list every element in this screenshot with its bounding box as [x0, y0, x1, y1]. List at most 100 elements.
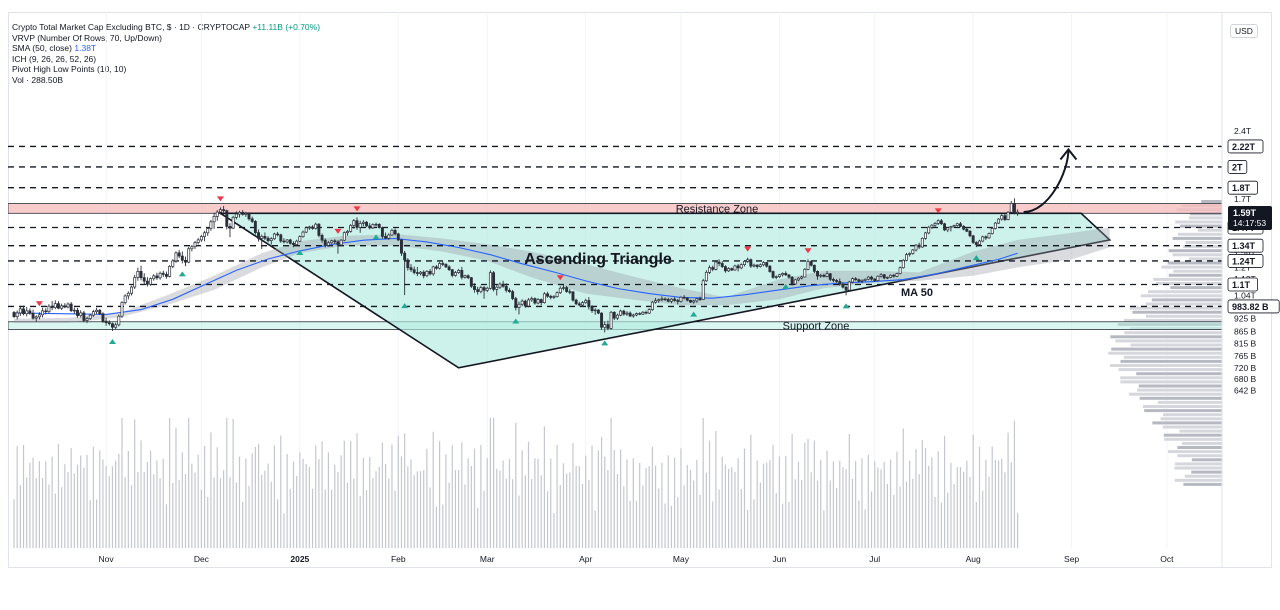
- pivot-high-marker: [35, 301, 43, 307]
- pivot-low-marker: [601, 340, 609, 346]
- candle-body: [644, 311, 648, 314]
- volume-bar: [667, 455, 669, 548]
- candle-body: [720, 263, 724, 267]
- candle-body: [787, 274, 791, 278]
- legend-volume[interactable]: Vol · 288.50B: [12, 74, 64, 85]
- volume-profile-row: [1191, 458, 1222, 462]
- candle-body: [126, 292, 130, 297]
- candle-body: [892, 274, 896, 277]
- candle-body: [184, 259, 187, 263]
- candle-body: [517, 303, 521, 308]
- candle-body: [587, 300, 591, 308]
- volume-bar: [947, 492, 949, 548]
- candle-body: [380, 227, 384, 237]
- volume-profile-row: [1201, 200, 1222, 203]
- candle-body: [69, 303, 73, 311]
- x-tick-label: Nov: [99, 554, 115, 564]
- volume-bar: [677, 497, 679, 548]
- candle-body: [18, 308, 22, 314]
- candle-body: [238, 211, 241, 215]
- volume-bar: [483, 490, 485, 548]
- candle-body: [593, 309, 597, 312]
- x-tick-label: Dec: [194, 554, 210, 564]
- level-tag-label: 1.1T: [1232, 280, 1251, 290]
- volume-bar: [127, 450, 129, 548]
- candle-body: [612, 311, 616, 319]
- volume-bar: [397, 435, 399, 548]
- candle-body: [784, 273, 788, 276]
- volume-bar: [985, 459, 987, 548]
- candle-body: [997, 218, 1001, 224]
- volume-profile-row: [1152, 421, 1222, 425]
- legend-ichimoku[interactable]: ICH (9, 26, 26, 52, 26): [12, 53, 97, 64]
- legend-vrvp[interactable]: VRVP (Number Of Rows, 70, Up/Down): [12, 32, 162, 43]
- candle-body: [12, 312, 16, 318]
- volume-profile-row: [1108, 351, 1222, 355]
- candle-body: [98, 309, 102, 315]
- volume-bar: [223, 470, 225, 548]
- candle-body: [269, 238, 273, 241]
- candle-body: [171, 260, 175, 267]
- volume-bar: [1013, 420, 1016, 548]
- candle-body: [663, 298, 667, 301]
- legend-symbol-row[interactable]: Crypto Total Market Cap Excluding BTC, $…: [12, 22, 320, 33]
- volume-bar: [721, 456, 723, 548]
- volume-bar: [991, 446, 993, 548]
- legend-pivot[interactable]: Pivot High Low Points (10, 10): [12, 64, 127, 74]
- volume-bar: [575, 466, 577, 548]
- candle-body: [384, 236, 388, 239]
- volume-bar: [188, 418, 190, 548]
- candle-body: [555, 292, 559, 298]
- level-tag-box: [1227, 277, 1259, 292]
- volume-bar: [280, 435, 282, 548]
- volume-bar: [121, 418, 123, 548]
- volume-bar: [893, 495, 895, 548]
- y-tick-label: 765 B: [1234, 351, 1257, 361]
- volume-profile-row: [1151, 298, 1222, 302]
- candle-body: [403, 252, 407, 261]
- candle-body: [174, 252, 178, 262]
- candle-body: [292, 243, 295, 245]
- level-tag-label: 2.22T: [1232, 142, 1256, 152]
- candle-body: [981, 236, 985, 242]
- volume-bar: [315, 445, 317, 548]
- candle-body: [641, 311, 645, 315]
- candle-body: [952, 225, 956, 228]
- candle-body: [908, 253, 912, 255]
- candle-body: [657, 299, 661, 302]
- volume-bar: [889, 459, 892, 548]
- candle-body: [882, 274, 886, 279]
- candle-body: [85, 318, 89, 321]
- volume-bar: [855, 461, 857, 548]
- chart-legend: Crypto Total Market Cap Excluding BTC, $…: [12, 22, 320, 85]
- volume-bar: [693, 480, 695, 548]
- volume-bar: [680, 448, 682, 548]
- candle-body: [479, 287, 483, 292]
- volume-profile-row: [1179, 224, 1222, 228]
- candle-body: [774, 276, 778, 278]
- legend-sma-row[interactable]: SMA (50, close) 1.38T: [12, 43, 320, 54]
- currency-button[interactable]: USD: [1230, 24, 1258, 38]
- candle-body: [72, 309, 76, 312]
- volume-bar: [95, 499, 98, 548]
- candle-body: [34, 316, 38, 319]
- volume-bar: [915, 448, 917, 548]
- candle-body: [476, 289, 480, 292]
- pivot-low-marker: [842, 303, 850, 309]
- candle-body: [993, 222, 997, 229]
- volume-bar: [61, 487, 63, 548]
- volume-bar: [956, 467, 958, 548]
- candle-body: [31, 312, 35, 319]
- candle-body: [123, 295, 127, 303]
- volume-bar: [451, 445, 453, 548]
- candle-body: [152, 275, 156, 280]
- volume-bar: [181, 452, 183, 548]
- candle-body: [962, 225, 966, 230]
- volume-bar: [13, 499, 15, 548]
- x-tick-label: Jun: [773, 554, 787, 564]
- volume-bar: [959, 466, 962, 548]
- candle-body: [609, 311, 613, 329]
- candle-body: [873, 278, 877, 281]
- volume-bar: [384, 464, 387, 548]
